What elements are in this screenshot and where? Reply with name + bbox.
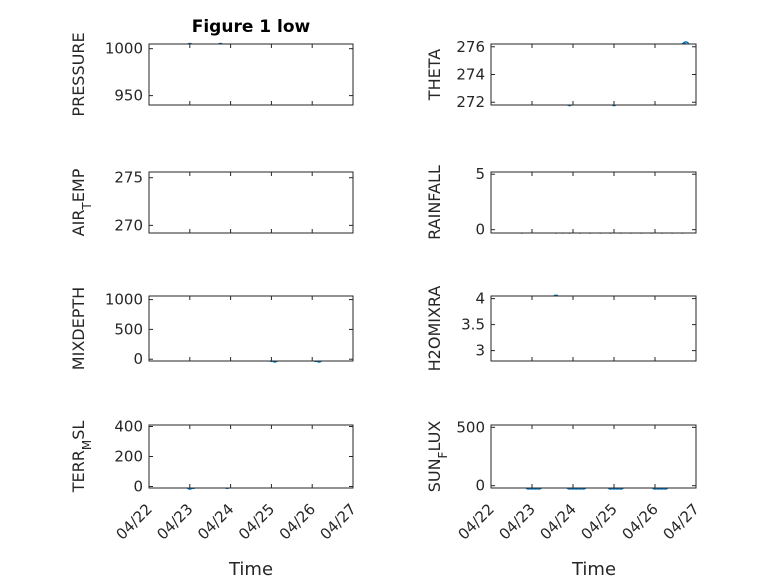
y-tick-label: 0 (475, 477, 485, 495)
y-tick-label: 950 (114, 87, 143, 105)
x-axis-label-right: Time (571, 559, 616, 580)
axes-frame (490, 424, 697, 489)
panel-pressure: 950 1000 PRESSURE (69, 32, 354, 117)
y-tick-label: 0 (133, 478, 143, 496)
y-axis-label-h2omixra: H2OMIXRA (425, 286, 444, 372)
chart-title: Figure 1 low (192, 17, 311, 37)
y-axis-label-pressure: PRESSURE (69, 32, 88, 116)
y-tick-label: 0 (133, 350, 143, 368)
y-axis-label-theta: THETA (425, 49, 444, 101)
y-tick-label: 1000 (105, 291, 143, 309)
panel-theta: 272 274 276 THETA (425, 38, 697, 111)
panel-mixdepth: 0 500 1000 MIXDEPTH (69, 287, 354, 370)
axes-frame (148, 171, 354, 234)
x-axis-label-left: Time (228, 559, 273, 580)
y-tick-label: 1000 (105, 40, 143, 58)
y-axis-label-sun-flux: SUNFLUX (425, 421, 450, 493)
panel-air-temp: 270 275 AIRTEMP (69, 168, 354, 236)
y-tick-label: 3.5 (461, 316, 485, 334)
y-tick-label: 5 (475, 165, 485, 183)
y-tick-label: 400 (114, 418, 143, 436)
y-tick-label: 4 (475, 290, 485, 308)
axes-frame (148, 43, 354, 106)
axes-frame (148, 424, 354, 489)
panel-rainfall: 0 5 RAINFALL (425, 165, 697, 240)
y-axis-label-rainfall: RAINFALL (425, 165, 444, 240)
y-tick-label: 274 (456, 66, 485, 84)
y-axis-label-terr-msl: TERRMSL (69, 421, 94, 494)
y-tick-label: 0 (475, 221, 485, 239)
axes-layer: 950 1000 PRESSURE 272 274 276 THETA 270 275 AIRTE… (69, 32, 703, 543)
y-axis-label-air-temp: AIRTEMP (69, 168, 94, 236)
y-tick-label: 500 (114, 320, 143, 338)
y-tick-label: 276 (456, 38, 485, 56)
panel-h2omixra: 3 3.5 4 H2OMIXRA (425, 286, 697, 372)
panel-terr-msl: 0200400TERRMSL04/2204/2304/2404/2504/260… (69, 418, 360, 544)
axes-frame (490, 295, 697, 362)
axes-frame (148, 295, 354, 362)
y-tick-label: 3 (475, 342, 485, 360)
axes-frame (490, 43, 697, 106)
y-tick-label: 270 (114, 216, 143, 234)
axes-frame (490, 171, 697, 234)
y-tick-label: 200 (114, 448, 143, 466)
y-tick-label: 272 (456, 93, 485, 111)
y-tick-label: 275 (114, 169, 143, 187)
y-axis-label-mixdepth: MIXDEPTH (69, 287, 88, 370)
y-tick-label: 500 (456, 418, 485, 436)
